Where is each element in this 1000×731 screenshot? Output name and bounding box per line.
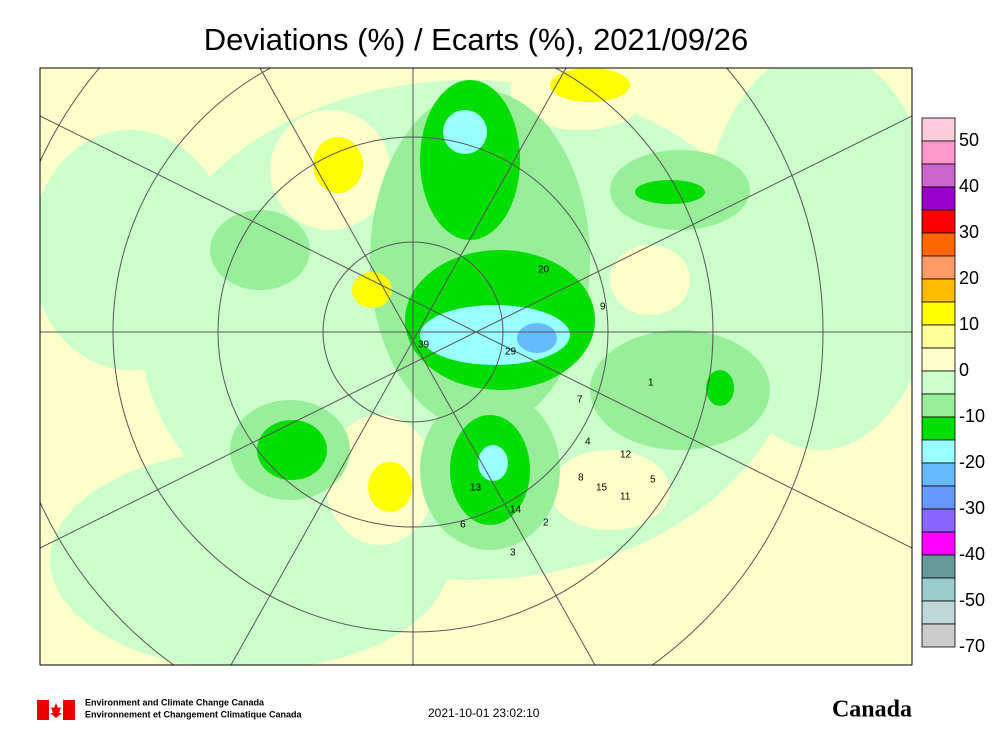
wordmark: Canada [832, 697, 912, 723]
station-label: 1 [648, 378, 654, 389]
colorbar-label: 20 [959, 268, 979, 288]
station-label: 39 [418, 340, 430, 351]
colorbar-label: -10 [959, 406, 985, 426]
station-label: 9 [600, 302, 606, 313]
colorbar-label: 40 [959, 176, 979, 196]
station-label: 3 [510, 548, 516, 559]
colorbar-box [921, 439, 956, 464]
colorbar-box [921, 554, 956, 579]
station-label: 20 [538, 265, 550, 276]
colorbar-label: 50 [959, 130, 979, 150]
flag [50, 703, 62, 718]
colorbar-box [921, 117, 956, 142]
station-label: 13 [470, 483, 482, 494]
colorbar-box [921, 163, 956, 188]
station-label: 14 [510, 505, 522, 516]
timestamp: 2021-10-01 23:02:10 [428, 706, 540, 720]
colorbar-box [921, 393, 956, 418]
colorbar-box [921, 416, 956, 441]
colorbar-box [921, 370, 956, 395]
colorbar: 50 40 30 20 10 0 -10 -20 -30 -40 -50 -70 [921, 117, 985, 656]
colorbar-box [921, 600, 956, 625]
station-label: 2 [543, 518, 549, 529]
colorbar-box [921, 508, 956, 533]
colorbar-box [921, 255, 956, 280]
station-label: 29 [505, 347, 517, 358]
colorbar-label: 0 [959, 360, 969, 380]
station-label: 11 [620, 492, 631, 503]
station-label: 4 [585, 437, 591, 448]
station-label: 8 [578, 473, 584, 484]
colorbar-box [921, 347, 956, 372]
station-label: 5 [650, 475, 656, 486]
colorbar-box [921, 232, 956, 257]
colorbar-box [921, 301, 956, 326]
agency-en: Environment and Climate Change Canada [85, 697, 265, 707]
flag [63, 700, 75, 720]
colorbar-label: -30 [959, 498, 985, 518]
colorbar-box [921, 209, 956, 234]
colorbar-box [921, 577, 956, 602]
map-frame [39, 67, 913, 666]
station-label: 6 [460, 520, 466, 531]
colorbar-box [921, 485, 956, 510]
flag [37, 700, 49, 720]
colorbar-box [921, 623, 956, 648]
colorbar-label: -50 [959, 590, 985, 610]
agency-fr: Environnement et Changement Climatique C… [85, 709, 303, 719]
colorbar-box [921, 140, 956, 165]
station-label: 12 [620, 450, 632, 461]
colorbar-label: 10 [959, 314, 979, 334]
colorbar-box [921, 531, 956, 556]
colorbar-box [921, 278, 956, 303]
colorbar-box [921, 324, 956, 349]
colorbar-label: 30 [959, 222, 979, 242]
colorbar-box [921, 186, 956, 211]
colorbar-label: -70 [959, 636, 985, 656]
title: Deviations (%) / Ecarts (%), 2021/09/26 [204, 22, 748, 57]
station-label: 7 [577, 395, 583, 406]
colorbar-box [921, 462, 956, 487]
colorbar-label: -40 [959, 544, 985, 564]
colorbar-label: -20 [959, 452, 985, 472]
station-label: 15 [596, 483, 608, 494]
